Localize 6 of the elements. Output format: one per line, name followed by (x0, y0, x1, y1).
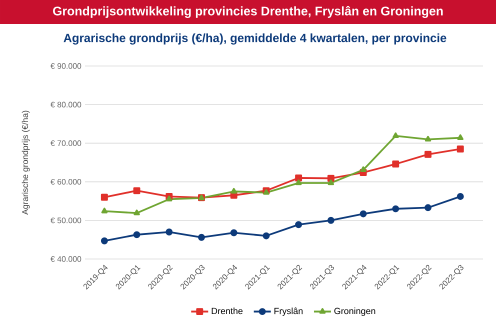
legend-label: Groningen (334, 308, 376, 316)
chart-subtitle: Agrarische grondprijs (€/ha), gemiddelde 4 kwartalen, per provincie (64, 33, 446, 45)
legend-label: Drenthe (212, 308, 243, 314)
legend-label: Fryslân (274, 308, 303, 316)
y-axis-title: Agrarische grondprijs (€/ha) (22, 110, 30, 215)
chart-title: Grondprijsontwikkeling provincies Drenthe, Fryslân en Groningen (53, 6, 443, 18)
